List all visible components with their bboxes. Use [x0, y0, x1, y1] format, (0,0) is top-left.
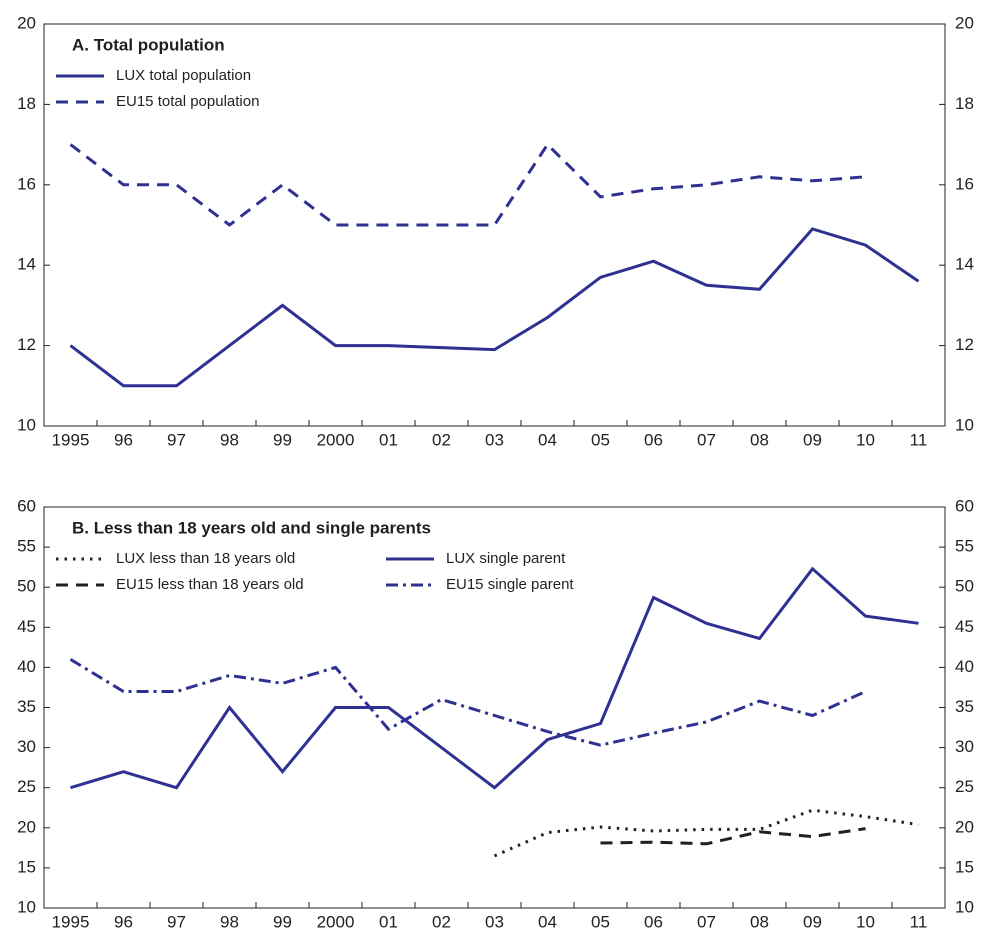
data-line — [600, 827, 866, 846]
data-line — [493, 808, 919, 858]
legend-label: EU15 total population — [116, 93, 259, 110]
panel-title: B. Less than 18 years old and single par… — [72, 518, 431, 537]
y2-tick-label: 40 — [955, 657, 974, 676]
x-tick-label: 98 — [220, 912, 239, 931]
y-tick-label: 60 — [17, 496, 36, 515]
x-tick-label: 97 — [167, 430, 186, 449]
y-tick-label: 10 — [17, 415, 36, 434]
y2-tick-label: 30 — [955, 737, 974, 756]
y-tick-label: 14 — [17, 255, 36, 274]
y-tick-label: 10 — [17, 897, 36, 916]
x-tick-label: 99 — [273, 912, 292, 931]
y2-tick-label: 60 — [955, 496, 974, 515]
data-line — [70, 566, 919, 790]
x-tick-label: 99 — [273, 430, 292, 449]
x-tick-label: 07 — [697, 430, 716, 449]
y-tick-label: 50 — [17, 577, 36, 596]
legend-label: LUX less than 18 years old — [116, 550, 295, 567]
x-tick-label: 03 — [485, 912, 504, 931]
y-tick-label: 55 — [17, 537, 36, 556]
x-tick-label: 1995 — [52, 912, 90, 931]
x-tick-label: 02 — [432, 430, 451, 449]
y2-tick-label: 25 — [955, 777, 974, 796]
x-tick-label: 09 — [803, 430, 822, 449]
y2-tick-label: 20 — [955, 817, 974, 836]
y2-tick-label: 14 — [955, 255, 974, 274]
x-tick-label: 04 — [538, 430, 557, 449]
x-tick-label: 1995 — [52, 430, 90, 449]
x-tick-label: 96 — [114, 430, 133, 449]
x-tick-label: 05 — [591, 912, 610, 931]
panel-title: A. Total population — [72, 35, 225, 54]
y2-tick-label: 12 — [955, 335, 974, 354]
data-line — [69, 142, 866, 227]
y2-tick-label: 15 — [955, 857, 974, 876]
x-tick-label: 10 — [856, 912, 875, 931]
y-tick-label: 16 — [17, 174, 36, 193]
y2-tick-label: 10 — [955, 415, 974, 434]
y-tick-label: 12 — [17, 335, 36, 354]
x-tick-label: 96 — [114, 912, 133, 931]
y2-tick-label: 50 — [955, 577, 974, 596]
data-line — [69, 658, 867, 747]
x-tick-label: 02 — [432, 912, 451, 931]
y-tick-label: 35 — [17, 697, 36, 716]
legend-label: EU15 less than 18 years old — [116, 576, 304, 593]
legend-label: EU15 single parent — [446, 576, 574, 593]
y2-tick-label: 55 — [955, 537, 974, 556]
y-tick-label: 30 — [17, 737, 36, 756]
y2-tick-label: 45 — [955, 617, 974, 636]
x-tick-label: 06 — [644, 912, 663, 931]
legend-label: LUX total population — [116, 67, 251, 84]
plot-frame — [43, 23, 946, 427]
y2-tick-label: 18 — [955, 94, 974, 113]
x-tick-label: 03 — [485, 430, 504, 449]
y2-tick-label: 35 — [955, 697, 974, 716]
y-tick-label: 18 — [17, 94, 36, 113]
x-tick-label: 05 — [591, 430, 610, 449]
x-tick-label: 11 — [910, 430, 928, 449]
x-tick-label: 07 — [697, 912, 716, 931]
plot-frame — [43, 506, 946, 909]
x-tick-label: 97 — [167, 912, 186, 931]
x-tick-label: 2000 — [317, 430, 355, 449]
x-tick-label: 09 — [803, 912, 822, 931]
y-tick-label: 45 — [17, 617, 36, 636]
x-tick-label: 01 — [379, 430, 398, 449]
x-tick-label: 11 — [910, 912, 928, 931]
y-tick-label: 25 — [17, 777, 36, 796]
y2-tick-label: 16 — [955, 174, 974, 193]
x-tick-label: 10 — [856, 430, 875, 449]
legend-label: LUX single parent — [446, 550, 566, 567]
x-tick-label: 04 — [538, 912, 557, 931]
x-tick-label: 08 — [750, 430, 769, 449]
y2-tick-label: 20 — [955, 13, 974, 32]
y-tick-label: 15 — [17, 857, 36, 876]
x-tick-label: 08 — [750, 912, 769, 931]
y2-tick-label: 10 — [955, 897, 974, 916]
x-tick-label: 01 — [379, 912, 398, 931]
y-tick-label: 20 — [17, 13, 36, 32]
x-tick-label: 2000 — [317, 912, 355, 931]
data-line — [69, 227, 920, 388]
y-tick-label: 40 — [17, 657, 36, 676]
x-tick-label: 06 — [644, 430, 663, 449]
y-tick-label: 20 — [17, 817, 36, 836]
x-tick-label: 98 — [220, 430, 239, 449]
